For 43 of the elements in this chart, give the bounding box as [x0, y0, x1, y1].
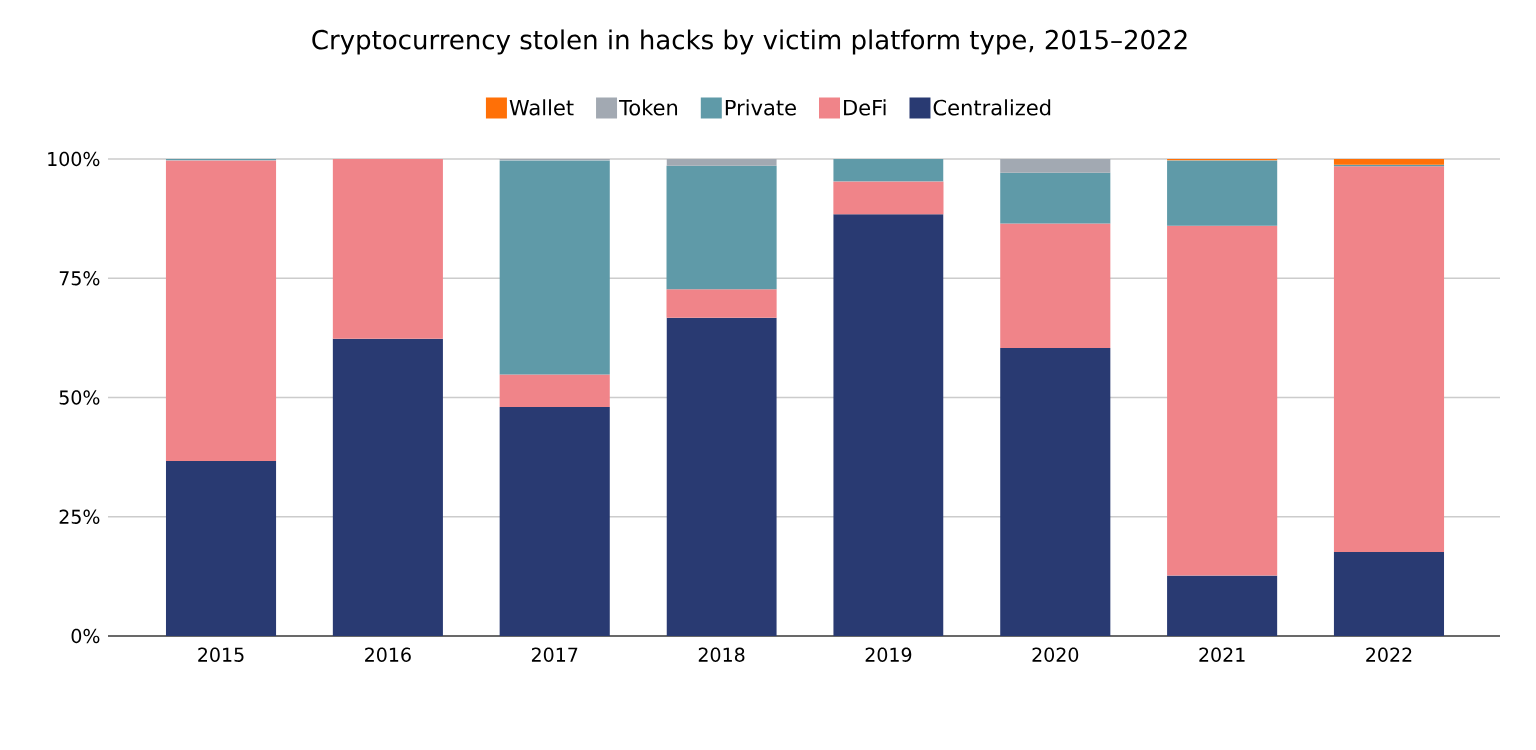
- bar: [165, 460, 277, 636]
- bar: [666, 317, 777, 636]
- y-tick-label: 25%: [59, 509, 100, 524]
- bar: [165, 160, 277, 461]
- bar: [833, 181, 944, 215]
- bar: [1000, 159, 1111, 173]
- bar: [499, 160, 610, 375]
- legend-label: Token: [618, 99, 678, 116]
- y-tick-label: 0%: [71, 628, 100, 644]
- bar: [332, 159, 443, 339]
- bar: [332, 338, 443, 636]
- bar: [1167, 575, 1278, 636]
- bar: [833, 214, 944, 636]
- x-tick-label: 2022: [1366, 647, 1412, 662]
- bar: [1000, 172, 1111, 224]
- legend-label: Private: [725, 99, 796, 116]
- x-tick-label: 2018: [698, 647, 745, 662]
- y-tick-label: 75%: [59, 271, 100, 286]
- y-tick-label: 100%: [48, 151, 100, 167]
- x-tick-label: 2015: [198, 647, 244, 662]
- bar: [666, 159, 777, 166]
- x-tick-label: 2017: [531, 647, 578, 662]
- legend-label: DeFi: [844, 99, 886, 116]
- bar: [499, 374, 610, 408]
- x-tick-label: 2016: [365, 647, 411, 662]
- x-tick-label: 2019: [865, 647, 912, 662]
- bar: [1333, 166, 1445, 553]
- y-tick-label: 50%: [59, 390, 100, 405]
- bar: [833, 159, 944, 182]
- legend-label: Centralized: [933, 99, 1051, 116]
- bar: [1333, 552, 1445, 636]
- x-tick-label: 2021: [1199, 647, 1245, 662]
- bar: [666, 289, 777, 318]
- bar: [1167, 160, 1278, 226]
- bar: [1000, 223, 1111, 348]
- bar: [1000, 347, 1111, 636]
- bar: [499, 407, 610, 636]
- x-tick-label: 2020: [1032, 647, 1079, 662]
- legend-label: Wallet: [509, 99, 574, 116]
- bar: [1167, 225, 1278, 576]
- bar: [666, 165, 777, 290]
- bar: [1333, 159, 1445, 165]
- chart-title: Cryptocurrency stolen in hacks by victim platform type, 2015–2022: [312, 29, 1187, 55]
